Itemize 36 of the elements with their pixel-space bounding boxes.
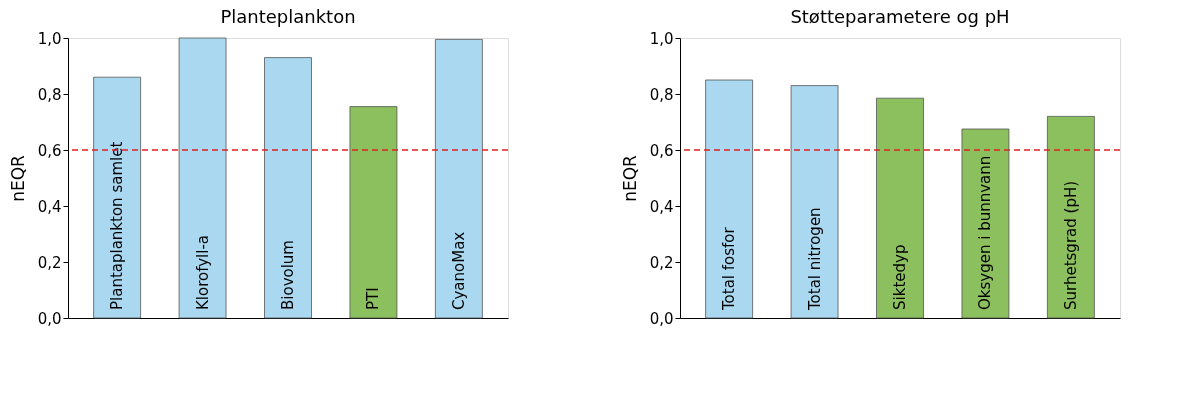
y-tick-label: 0,6: [649, 141, 674, 160]
y-tick-label: 1,0: [649, 29, 674, 48]
y-axis-title: nEQR: [619, 154, 640, 202]
bar: [349, 106, 398, 319]
y-axis-title: nEQR: [7, 154, 28, 202]
category-label: Biovolum: [279, 240, 297, 310]
category-label: Total fosfor: [720, 227, 739, 310]
y-tick-label: 0,6: [37, 141, 62, 160]
category-label: Klorofyll-a: [193, 234, 212, 310]
bar: [790, 85, 839, 319]
category-label: Plantaplankton samlet: [108, 141, 127, 310]
bar: [1046, 116, 1095, 319]
category-label: Total nitrogen: [805, 207, 824, 310]
y-tick-label: 0,4: [37, 197, 62, 216]
chart-title: Planteplankton: [220, 6, 356, 27]
chart-title: Støtteparametere og pH: [790, 6, 1010, 27]
y-tick-label: 0,8: [649, 85, 674, 104]
bar: [705, 79, 754, 319]
bar: [961, 128, 1010, 319]
bar: [264, 57, 312, 319]
y-tick-label: 0,2: [37, 253, 62, 272]
y-tick-label: 0,0: [37, 309, 62, 328]
y-tick-label: 0,4: [649, 197, 674, 216]
y-tick-label: 0,0: [649, 309, 674, 328]
y-tick-label: 1,0: [37, 29, 62, 48]
bar: [93, 76, 142, 319]
y-tick-label: 0,8: [37, 85, 62, 104]
bar: [178, 37, 227, 319]
category-label: CyanoMax: [449, 231, 468, 310]
category-label: Siktedyp: [891, 244, 909, 310]
bar: [434, 39, 483, 319]
y-tick-label: 0,2: [649, 253, 674, 272]
category-label: Surhetsgrad (pH): [1061, 180, 1080, 310]
category-label: Oksygen i bunnvann: [976, 155, 995, 310]
bar: [876, 97, 924, 319]
category-label: PTI: [364, 287, 383, 310]
